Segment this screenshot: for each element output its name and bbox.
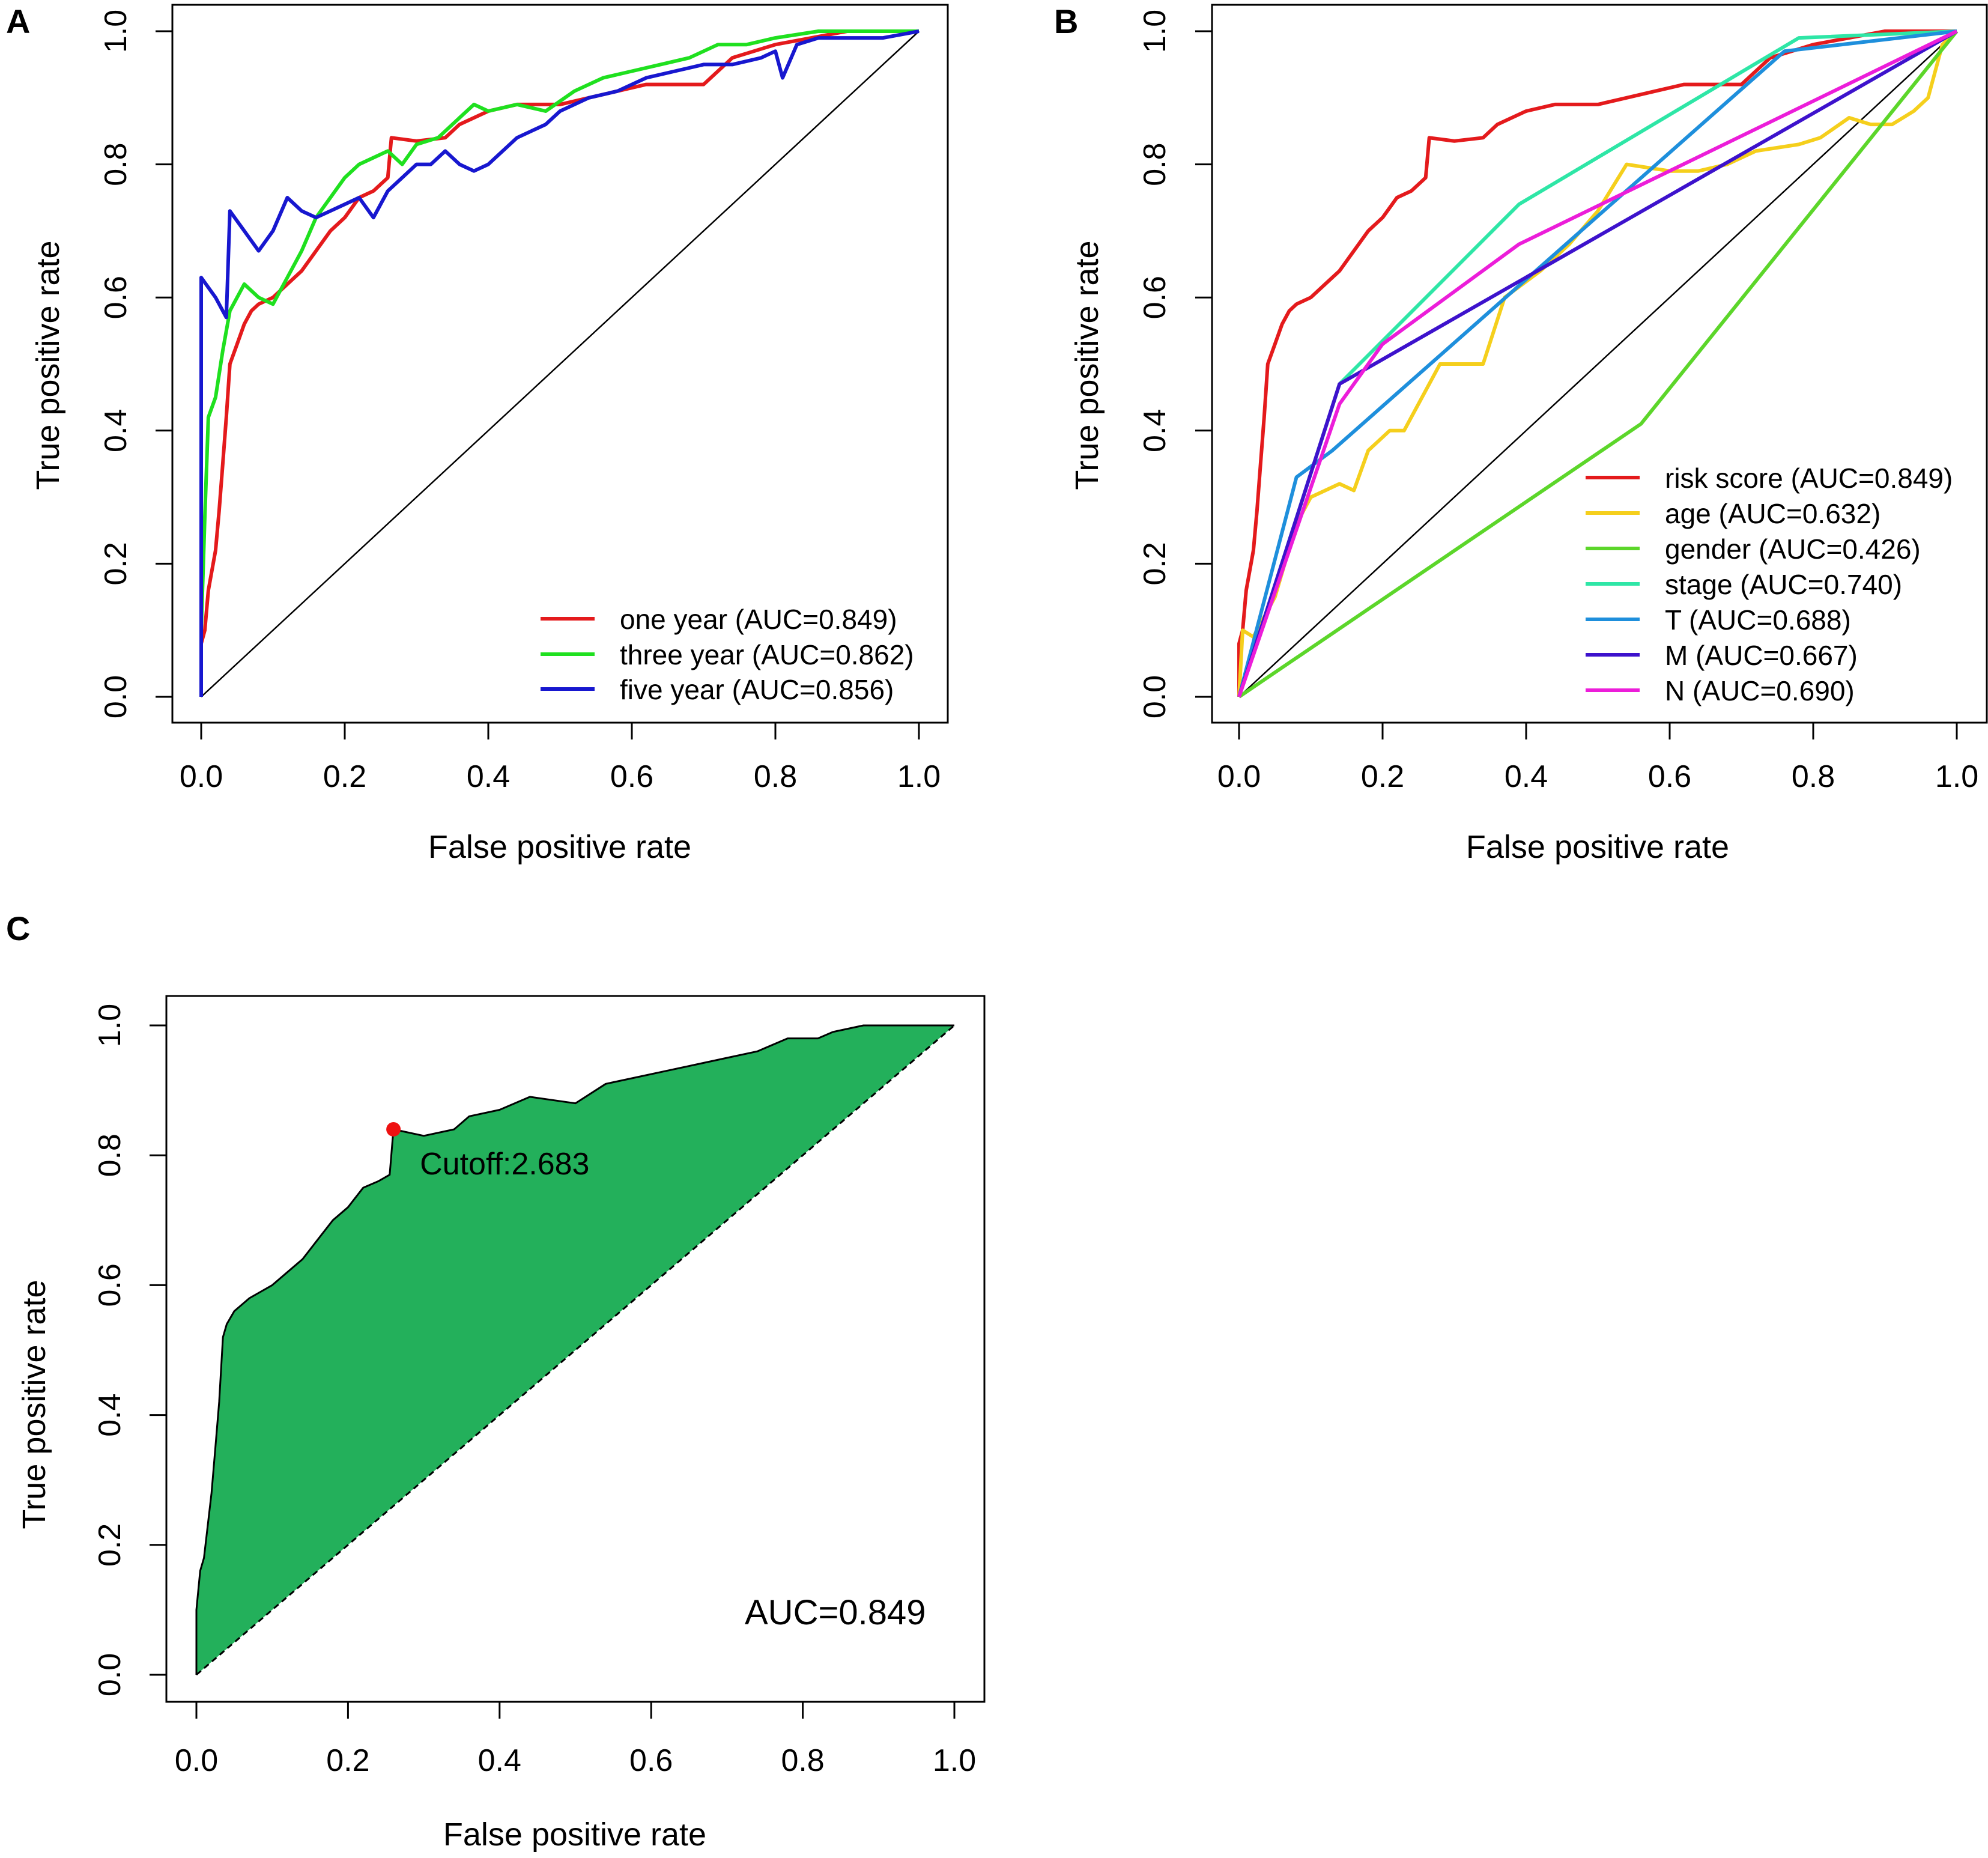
panel-b-reference-diagonal	[1238, 31, 1957, 697]
panel-a-x-tick-label: 1.0	[897, 759, 941, 794]
panel-c-x-tick-label: 0.4	[478, 1743, 521, 1778]
panel-a-x-tick-label: 0.0	[180, 759, 223, 794]
panel-a-label: A	[6, 2, 30, 40]
panel-b-y-tick-label: 1.0	[1138, 10, 1172, 53]
panel-b-legend-entry-risk-score: risk score (AUC=0.849)	[1586, 463, 1953, 494]
panel-a-series-layer	[199, 29, 920, 697]
panel-a-y-tick-label: 0.4	[98, 409, 133, 452]
panel-b-x-tick-label: 0.4	[1505, 759, 1548, 794]
panel-c-y-tick-label: 0.0	[92, 1653, 127, 1696]
panel-b-legend: risk score (AUC=0.849) age (AUC=0.632) g…	[1586, 463, 1953, 706]
panel-c-series-risk-score	[195, 1024, 954, 1675]
panel-c-auc-label: AUC=0.849	[745, 1593, 926, 1632]
panel-a-legend-entry-one-year: one year (AUC=0.849)	[541, 604, 897, 635]
panel-b-x-axis: 0.0 0.2 0.4 0.6 0.8 1.0	[1217, 721, 1978, 794]
panel-b-legend-label-gender: gender (AUC=0.426)	[1665, 533, 1921, 565]
panel-a: A 0.0 0.2 0.4 0.6 0.8 1.0 0.00.20.40.60.81.0 …	[6, 2, 949, 865]
panel-a-y-tick-label: 0.6	[98, 276, 133, 319]
panel-b-y-tick-label: 0.0	[1138, 675, 1172, 718]
panel-c-x-tick-label: 0.8	[781, 1743, 824, 1778]
panel-a-legend-label-one-year: one year (AUC=0.849)	[620, 604, 897, 635]
panel-b-legend-label-age: age (AUC=0.632)	[1665, 498, 1880, 529]
panel-b-x-tick-label: 1.0	[1935, 759, 1978, 794]
panel-c-x-axis: 0.0 0.2 0.4 0.6 0.8 1.0	[175, 1701, 976, 1778]
panel-a-x-tick-label: 0.4	[467, 759, 510, 794]
panel-a-y-tick-label: 0.0	[98, 675, 133, 718]
panel-b-series-age	[1237, 29, 1959, 697]
panel-b-x-tick-label: 0.6	[1648, 759, 1691, 794]
panel-c-y-tick-label: 0.2	[92, 1523, 127, 1567]
panel-b-legend-label-n: N (AUC=0.690)	[1665, 675, 1855, 706]
panel-b-legend-entry-age: age (AUC=0.632)	[1586, 498, 1880, 529]
panel-a-legend-entry-five-year: five year (AUC=0.856)	[541, 674, 894, 705]
panel-a-x-tick-label: 0.2	[323, 759, 366, 794]
panel-b-y-tick-label: 0.2	[1138, 542, 1172, 585]
panel-c-label: C	[6, 909, 30, 947]
panel-c-x-axis-title: False positive rate	[443, 1817, 706, 1853]
panel-b-legend-label-t: T (AUC=0.688)	[1665, 604, 1851, 636]
panel-c-x-tick-label: 0.0	[175, 1743, 218, 1778]
panel-b-x-tick-label: 0.2	[1361, 759, 1404, 794]
panel-c: C Cutoff:2.683 AUC=0.849 0.0 0.2 0.4 0.6 0.8…	[6, 909, 986, 1853]
panel-c-cutoff-label: Cutoff:2.683	[420, 1147, 589, 1182]
panel-c-reference-diagonal	[196, 1024, 955, 1676]
panel-b-legend-label-stage: stage (AUC=0.740)	[1665, 569, 1902, 600]
panel-b-series-risk-score	[1237, 29, 1957, 697]
panel-b-x-tick-label: 0.0	[1217, 759, 1261, 794]
panel-b-y-tick-label: 0.8	[1138, 142, 1172, 186]
panel-b-series-t	[1237, 29, 1957, 697]
panel-a-y-axis: 0.0 0.2 0.4 0.6 0.8 1.0	[98, 10, 174, 718]
panel-b-x-tick-label: 0.8	[1792, 759, 1835, 794]
panel-c-y-tick-label: 1.0	[92, 1004, 127, 1047]
panel-b-y-tick-label: 0.4	[1138, 409, 1172, 452]
panel-b: B 0.0 0.2 0.4 0.6 0.8 1.0 0.00.20.40.60.81.0 …	[1054, 2, 1988, 865]
panel-a-y-tick-label: 0.2	[98, 542, 133, 585]
panel-b-legend-entry-m: M (AUC=0.667)	[1586, 640, 1858, 671]
panel-c-x-tick-label: 1.0	[933, 1743, 976, 1778]
panel-b-legend-entry-t: T (AUC=0.688)	[1586, 604, 1851, 636]
panel-b-series-m	[1237, 29, 1958, 697]
panel-b-legend-entry-n: N (AUC=0.690)	[1586, 675, 1855, 706]
panel-b-series-layer	[1237, 29, 1959, 699]
panel-b-series-n	[1237, 29, 1958, 697]
panel-c-series-layer	[195, 1024, 954, 1675]
panel-a-x-axis-title: False positive rate	[428, 829, 691, 865]
panel-a-x-tick-label: 0.6	[610, 759, 653, 794]
panel-c-y-axis: 0.0 0.2 0.4 0.6 0.8 1.0	[92, 1004, 168, 1696]
panel-a-y-tick-label: 0.8	[98, 142, 133, 186]
panel-b-label: B	[1054, 2, 1078, 40]
panel-b-legend-label-risk-score: risk score (AUC=0.849)	[1665, 463, 1953, 494]
panel-b-series-gender	[1238, 30, 1959, 699]
panel-a-x-axis: 0.0 0.2 0.4 0.6 0.8 1.0	[180, 721, 941, 794]
panel-b-y-tick-label: 0.6	[1138, 276, 1172, 319]
panel-b-x-axis-title: False positive rate	[1466, 829, 1729, 865]
panel-a-series-three-year	[199, 29, 919, 697]
panel-c-y-tick-label: 0.8	[92, 1134, 127, 1177]
panel-c-x-tick-label: 0.2	[326, 1743, 369, 1778]
panel-a-legend-entry-three-year: three year (AUC=0.862)	[541, 639, 914, 670]
panel-a-series-five-year	[199, 29, 920, 697]
panel-b-legend-entry-stage: stage (AUC=0.740)	[1586, 569, 1902, 600]
panel-b-y-axis-title: True positive rate	[1069, 240, 1105, 490]
panel-a-y-axis-title: True positive rate	[30, 240, 66, 490]
panel-a-series-one-year	[199, 29, 919, 697]
panel-a-legend-label-five-year: five year (AUC=0.856)	[620, 674, 894, 705]
panel-c-cutoff-point	[386, 1122, 401, 1137]
panel-c-x-tick-label: 0.6	[629, 1743, 673, 1778]
panel-b-y-axis: 0.0 0.2 0.4 0.6 0.8 1.0	[1138, 10, 1213, 718]
panel-a-legend: one year (AUC=0.849) three year (AUC=0.8…	[541, 604, 914, 705]
panel-c-y-tick-label: 0.4	[92, 1393, 127, 1436]
panel-a-x-tick-label: 0.8	[754, 759, 797, 794]
panel-a-legend-label-three-year: three year (AUC=0.862)	[620, 639, 914, 670]
panel-c-y-axis-title: True positive rate	[16, 1280, 52, 1529]
panel-b-legend-entry-gender: gender (AUC=0.426)	[1586, 533, 1921, 565]
panel-a-reference-diagonal	[201, 31, 920, 697]
panel-a-y-tick-label: 1.0	[98, 10, 133, 53]
panel-c-y-tick-label: 0.6	[92, 1263, 127, 1307]
panel-b-legend-label-m: M (AUC=0.667)	[1665, 640, 1858, 671]
